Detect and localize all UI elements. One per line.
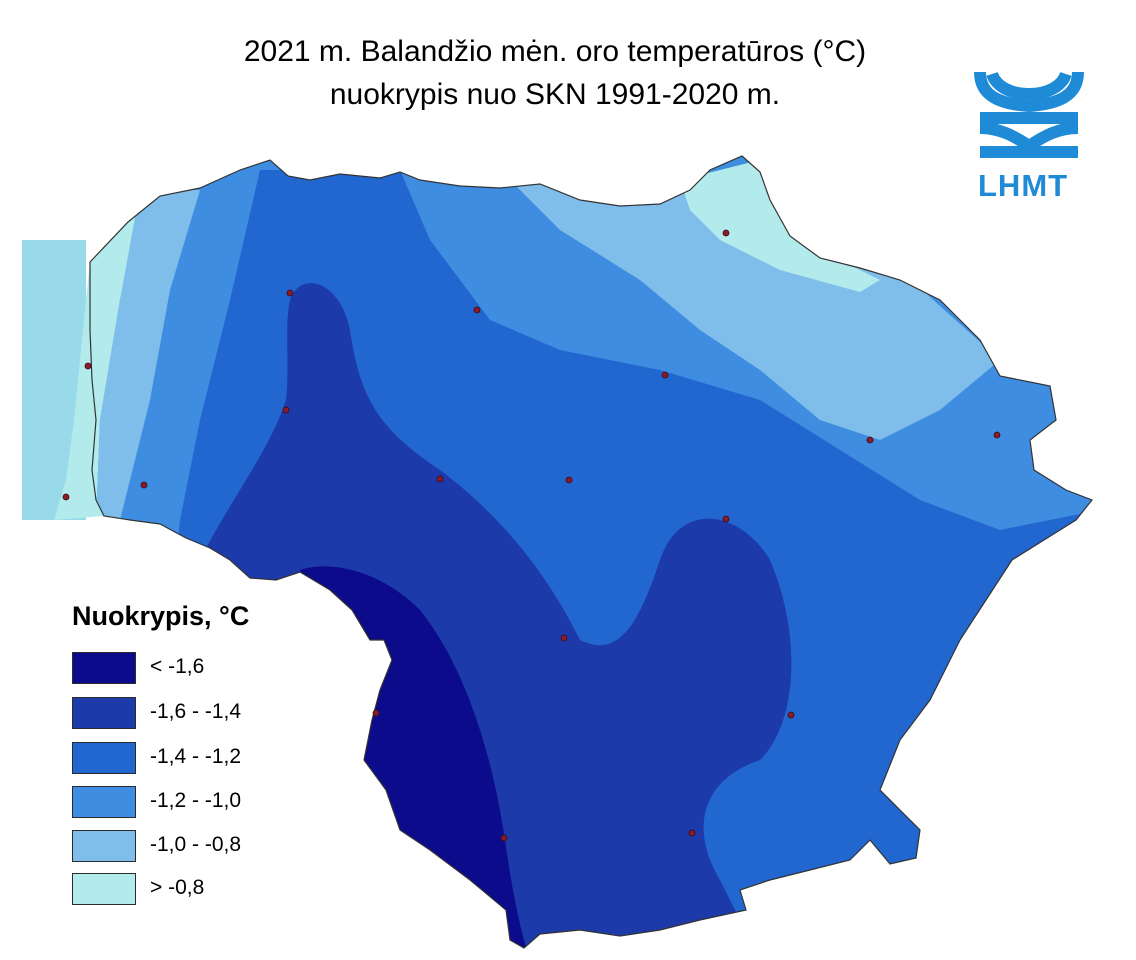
station-marker — [500, 834, 508, 842]
station-marker — [286, 289, 294, 297]
legend-title: Nuokrypis, °C — [72, 601, 250, 631]
station-marker — [84, 362, 92, 370]
legend-label: -1,0 - -0,8 — [150, 833, 242, 856]
map-title: 2021 m. Balandžio mėn. oro temperatūros … — [0, 30, 1110, 116]
legend-swatch — [72, 786, 136, 818]
country-border — [89, 155, 1093, 949]
legend-label: -1,2 - -1,0 — [150, 789, 242, 812]
station-marker — [866, 436, 874, 444]
station-marker — [140, 481, 148, 489]
lhmt-logo-icon — [974, 71, 1084, 158]
legend-swatch — [72, 742, 136, 774]
legend-swatch — [72, 873, 136, 905]
legend-swatch — [72, 652, 136, 684]
legend-label: > -0,8 — [150, 876, 205, 899]
legend-label: -1,4 - -1,2 — [150, 745, 242, 768]
station-marker — [473, 306, 481, 314]
map-title-line-1: 2021 m. Balandžio mėn. oro temperatūros … — [243, 35, 867, 68]
lhmt-logo-text: LHMT — [978, 168, 1069, 203]
station-marker — [787, 711, 795, 719]
station-marker — [993, 431, 1001, 439]
station-marker — [661, 371, 669, 379]
legend-label: < -1,6 — [150, 655, 205, 678]
station-marker — [436, 475, 444, 483]
station-marker — [722, 229, 730, 237]
weather-stations — [62, 229, 1001, 842]
station-marker — [282, 406, 290, 414]
station-marker — [372, 709, 380, 717]
station-marker — [560, 634, 568, 642]
zone-gt-0-8-west — [90, 200, 140, 520]
station-marker — [722, 515, 730, 523]
legend-label: -1,6 - -1,4 — [150, 700, 242, 723]
legend-swatch — [72, 830, 136, 862]
station-marker — [62, 493, 70, 501]
map-title-line-2: nuokrypis nuo SKN 1991-2020 m. — [329, 78, 781, 111]
station-marker — [565, 476, 573, 484]
legend-swatch — [72, 697, 136, 729]
zone-1-0-0-8-east — [510, 180, 1000, 440]
zone-1-0-0-8-west — [96, 190, 200, 520]
station-marker — [688, 829, 696, 837]
